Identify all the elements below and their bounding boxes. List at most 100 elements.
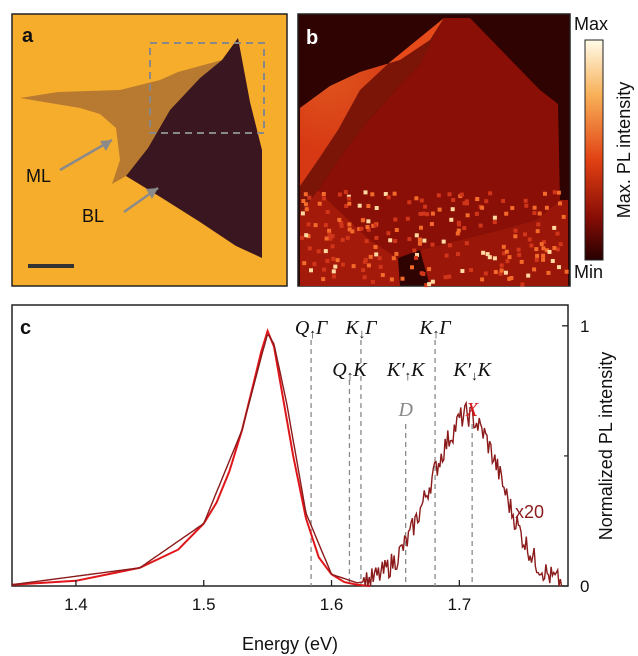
speckle-pixel [547, 249, 552, 254]
speckle-pixel [302, 261, 307, 266]
bilayer-flake [126, 38, 262, 258]
speckle-pixel [529, 243, 534, 248]
speckle-pixel [552, 246, 557, 250]
speckle-pixel [425, 212, 430, 217]
speckle-pixel [537, 211, 542, 216]
speckle-pixel [321, 192, 326, 196]
speckle-pixel [504, 249, 509, 254]
speckle-pixel [429, 222, 434, 226]
series-line-main [11, 328, 371, 587]
speckle-pixel [357, 227, 362, 231]
speckle-pixel [487, 255, 492, 260]
speckle-pixel [361, 268, 366, 273]
speckle-pixel [350, 229, 355, 234]
speckle-pixel [322, 267, 327, 272]
speckle-pixel [364, 239, 369, 244]
speckle-pixel [351, 264, 356, 269]
speckle-pixel [304, 207, 309, 212]
speckle-pixel [417, 237, 422, 242]
x-tick-label: 1.4 [64, 595, 88, 614]
speckle-pixel [557, 265, 561, 270]
speckle-pixel [389, 277, 394, 282]
speckle-pixel [386, 195, 391, 200]
speckle-pixel [418, 211, 423, 216]
speckle-pixel [383, 192, 388, 196]
speckle-pixel [373, 245, 378, 249]
y-tick-label: 1 [580, 317, 589, 336]
speckle-pixel [340, 262, 345, 267]
x-ticks: 1.4 1.5 1.6 1.7 [64, 580, 471, 614]
speckle-pixel [447, 274, 452, 279]
speckle-pixel [542, 239, 546, 244]
speckle-pixel [347, 196, 351, 201]
speckle-pixel [368, 254, 373, 259]
speckle-pixel [333, 264, 338, 269]
speckle-pixel [419, 198, 424, 203]
speckle-pixel [501, 244, 506, 249]
substrate-noisy-right [420, 200, 568, 286]
edge-region [300, 18, 470, 214]
speckle-pixel [546, 270, 551, 275]
speckle-pixel [499, 268, 504, 273]
speckle-pixel [449, 217, 454, 222]
monolayer-flake [20, 60, 222, 184]
marker-labels: Q↑ΓQ↑K K↓Γ K′↑K D K↑ΓK′↓K X [295, 317, 493, 421]
speckle-pixel [483, 271, 488, 276]
speckle-pixel [456, 228, 461, 233]
speckle-pixel [469, 268, 473, 272]
bilayer-region [318, 18, 560, 258]
speckle-pixel [509, 276, 514, 280]
speckle-pixel [362, 275, 367, 280]
speckle-pixel [331, 256, 336, 261]
speckle-pixel [424, 283, 429, 288]
speckle-pixel [394, 228, 399, 232]
speckle-pixel [423, 204, 428, 209]
speckle-pixel [501, 199, 506, 203]
speckle-pixel [325, 258, 330, 263]
speckle-pixel [303, 192, 308, 197]
speckle-pixel [394, 251, 399, 256]
speckle-pixel [532, 267, 537, 272]
speckle-pixel [527, 237, 532, 242]
speckle-pixel [366, 204, 371, 208]
speckle-pixel [564, 269, 569, 274]
speckle-pixel [535, 253, 540, 258]
speckle-pixel [475, 197, 480, 201]
speckle-pixel [448, 243, 452, 248]
speckle-pixel [550, 259, 555, 263]
speckle-pixel [374, 235, 379, 240]
panel-c-chart: c Q↑ΓQ↑KK↓ΓK′↑KDK↑ΓK′↓KX 1.4 1.5 1.6 1.7 01… [11, 304, 616, 654]
speckle-pixel [555, 247, 560, 252]
speckle-pixel [377, 256, 382, 261]
speckle-pixel [526, 273, 531, 278]
speckle-pixel [359, 226, 364, 231]
speckle-pixel [539, 242, 544, 247]
speckle-pixel [366, 227, 371, 232]
speckle-pixel [513, 234, 518, 239]
speckle-pixel [517, 252, 522, 257]
speckle-pixel [374, 206, 379, 210]
speckle-pixel [503, 270, 508, 275]
speckle-pixel [343, 190, 348, 195]
speckle-pixel [312, 262, 317, 267]
speckle-pixel [523, 232, 527, 237]
panel-a-letter: a [22, 25, 34, 47]
speckle-pixel [323, 249, 328, 254]
speckle-pixel [363, 190, 368, 195]
speckle-pixel [513, 228, 518, 233]
speckle-pixel [327, 228, 332, 233]
speckle-pixel [414, 233, 419, 238]
speckle-pixel [392, 191, 397, 196]
speckle-pixel [516, 247, 521, 252]
marker-label: K↑Γ [418, 317, 452, 341]
speckle-pixel [347, 201, 352, 206]
speckle-pixel [386, 231, 391, 236]
speckle-pixel [328, 236, 333, 241]
speckle-pixel [447, 192, 452, 197]
speckle-pixel [417, 241, 422, 246]
speckle-pixel [443, 275, 448, 280]
speckle-pixel [300, 211, 305, 216]
y-tick-label: 0 [580, 577, 589, 596]
speckle-pixel [300, 235, 304, 240]
